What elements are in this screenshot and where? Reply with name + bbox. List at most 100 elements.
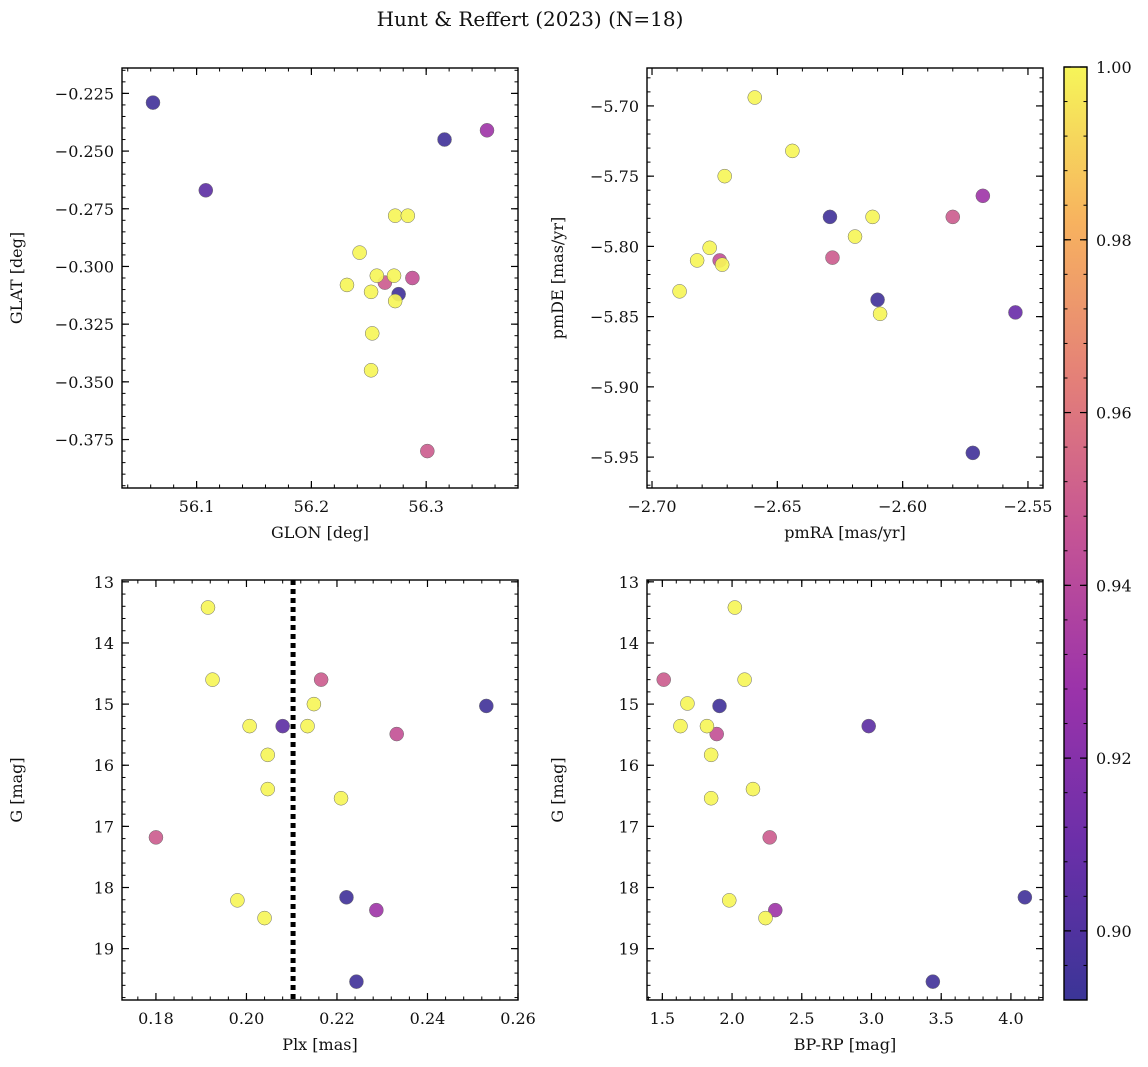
- data-point: [870, 292, 885, 308]
- panels: 56.1 56.2 56.3 −0.225 −0.250 −0.275 −0.300 −0.3…: [7, 67, 1052, 1054]
- y-axis-label: GLAT [deg]: [7, 232, 26, 324]
- data-point: [975, 188, 991, 204]
- colorbar: 0.90 0.92 0.94 0.96 0.98 1.00: [1063, 58, 1132, 1001]
- y-tick-label: 17: [94, 817, 114, 836]
- y-tick-label: −0.225: [55, 84, 114, 103]
- x-tick-label: 0.20: [229, 1009, 265, 1028]
- data-point: [400, 208, 416, 223]
- y-tick-label: 16: [619, 756, 639, 775]
- data-point: [437, 132, 452, 147]
- data-point: [1017, 890, 1033, 905]
- panel-bprp-g: 1.5 2.0 2.5 3.0 3.5 4.0 13 14 15 16 17 18 19 BP-RP [m…: [548, 573, 1044, 1054]
- data-point: [768, 902, 783, 918]
- data-point: [387, 293, 403, 309]
- data-point: [702, 240, 717, 256]
- data-point: [148, 830, 164, 845]
- data-point: [745, 781, 761, 797]
- colorbar-bar: [1063, 66, 1088, 1001]
- data-point: [260, 781, 275, 797]
- data-point: [872, 306, 888, 322]
- y-axis-label: G [mag]: [548, 757, 567, 822]
- y-tick-label: 18: [619, 879, 639, 898]
- y-tick-label: 15: [619, 695, 639, 714]
- x-tick-label: 1.5: [650, 1009, 675, 1028]
- data-point: [257, 910, 272, 926]
- data-point: [822, 209, 838, 225]
- axes-frame: [646, 579, 1044, 1001]
- x-tick-label: 56.3: [408, 497, 444, 516]
- data-point: [145, 95, 161, 110]
- data-point: [313, 672, 329, 687]
- data-point: [847, 229, 863, 244]
- x-tick-label: 0.24: [410, 1009, 446, 1028]
- y-tick-label: −0.350: [55, 373, 114, 392]
- data-point: [363, 284, 379, 300]
- data-point: [260, 747, 275, 763]
- x-tick-label: 3.5: [928, 1009, 953, 1028]
- y-tick-label: 14: [94, 634, 114, 653]
- data-point: [386, 268, 402, 283]
- data-point: [242, 718, 257, 734]
- data-point: [387, 208, 403, 223]
- panel-plx-g: 0.18 0.20 0.22 0.24 0.26 13 14 15 16 17 18 19 Plx [m…: [7, 573, 536, 1054]
- data-point: [714, 257, 730, 272]
- colorbar-tick-label: 0.98: [1096, 231, 1132, 250]
- data-point: [369, 268, 385, 283]
- figure-title: Hunt & Reffert (2023) (N=18): [377, 7, 684, 31]
- panel-glon-glat: 56.1 56.2 56.3 −0.225 −0.250 −0.275 −0.300 −0.3…: [7, 67, 519, 542]
- data-point: [925, 974, 941, 989]
- data-point: [703, 747, 719, 763]
- data-point: [673, 718, 688, 734]
- x-axis-label: GLON [deg]: [271, 523, 369, 542]
- x-tick-label: −2.55: [1003, 497, 1052, 516]
- data-point: [703, 791, 719, 806]
- y-tick-label: −5.95: [590, 448, 639, 467]
- y-tick-label: −5.90: [590, 378, 639, 397]
- data-point: [339, 277, 355, 293]
- data-point: [389, 726, 404, 742]
- data-point: [339, 890, 354, 905]
- y-tick-label: 13: [94, 573, 114, 592]
- y-tick-label: 19: [619, 940, 639, 959]
- data-point: [349, 974, 364, 989]
- axes-frame: [646, 67, 1044, 489]
- data-point: [861, 718, 876, 734]
- data-point: [712, 698, 727, 714]
- data-point: [717, 168, 732, 184]
- x-tick-label: 2.5: [789, 1009, 814, 1028]
- y-axis-label: G [mag]: [7, 757, 26, 822]
- x-tick-label: 56.2: [294, 497, 330, 516]
- data-point: [364, 326, 380, 341]
- x-tick-label: 0.26: [500, 1009, 536, 1028]
- x-axis-label: BP-RP [mag]: [794, 1035, 896, 1054]
- data-point: [420, 443, 435, 459]
- data-point: [230, 893, 245, 908]
- axes-frame: [121, 67, 519, 489]
- data-point: [479, 123, 495, 138]
- x-tick-label: −2.65: [753, 497, 802, 516]
- panel-pmra-pmde: −2.70 −2.65 −2.60 −2.55 −5.70 −5.75 −5.80 −5.85…: [548, 67, 1052, 542]
- data-point: [680, 696, 695, 711]
- data-point: [656, 672, 671, 687]
- x-axis-label: pmRA [mas/yr]: [784, 523, 906, 542]
- y-tick-label: 13: [619, 573, 639, 592]
- x-tick-label: 0.22: [319, 1009, 355, 1028]
- y-tick-label: −0.250: [55, 142, 114, 161]
- colorbar-tick-label: 0.90: [1096, 922, 1132, 941]
- data-point: [1008, 305, 1023, 320]
- data-point: [479, 698, 494, 714]
- x-tick-label: −2.60: [878, 497, 927, 516]
- colorbar-tick-label: 0.92: [1096, 749, 1132, 768]
- axes-frame: [121, 579, 519, 1001]
- data-point: [727, 600, 743, 615]
- data-point: [722, 893, 737, 908]
- data-point: [198, 183, 214, 198]
- y-tick-label: 15: [94, 695, 114, 714]
- data-point: [785, 143, 800, 159]
- y-tick-label: −5.70: [590, 97, 639, 116]
- x-axis-label: Plx [mas]: [282, 1035, 357, 1054]
- data-point: [275, 718, 290, 734]
- data-point: [965, 445, 981, 461]
- data-point: [945, 209, 961, 225]
- data-point: [758, 910, 773, 926]
